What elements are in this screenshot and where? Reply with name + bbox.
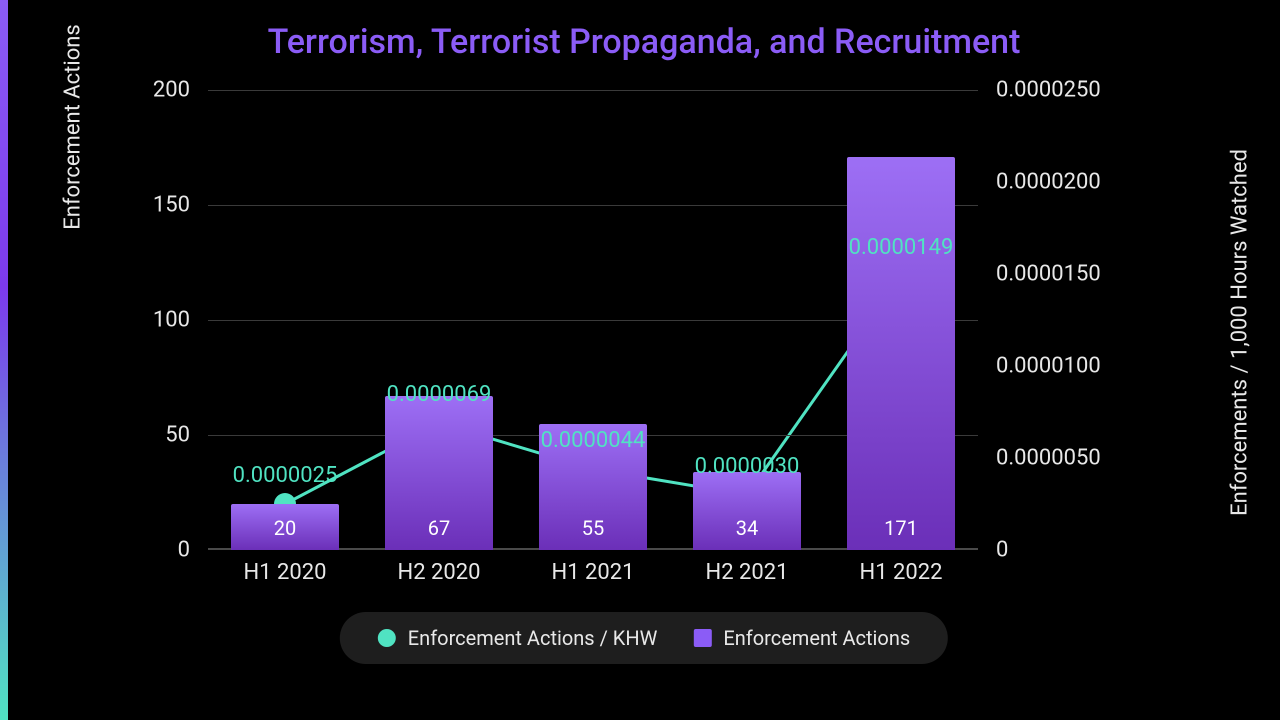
accent-bar [0,0,8,720]
x-tick-label: H1 2022 [831,560,971,585]
y1-tick-label: 50 [130,423,190,448]
line-value-label: 0.0000044 [541,428,646,453]
line-value-label: 0.0000025 [233,463,338,488]
chart-title: Terrorism, Terrorist Propaganda, and Rec… [8,22,1280,62]
y2-tick-label: 0.0000200 [996,170,1146,195]
y1-axis-title: Enforcement Actions [61,24,86,230]
y2-tick-label: 0.0000050 [996,446,1146,471]
legend-item-bar: Enforcement Actions [693,626,910,650]
bar-value-label: 55 [539,516,647,540]
legend-item-line: Enforcement Actions / KHW [378,626,658,650]
line-value-label: 0.0000030 [695,454,800,479]
chart-container: Terrorism, Terrorist Propaganda, and Rec… [8,0,1280,720]
legend-label: Enforcement Actions [723,626,910,650]
bar-value-label: 34 [693,516,801,540]
gridline [208,90,978,91]
legend: Enforcement Actions / KHW Enforcement Ac… [340,612,948,664]
x-tick-label: H1 2021 [523,560,663,585]
bar: 20 [231,504,339,550]
y2-tick-label: 0.0000100 [996,354,1146,379]
circle-icon [378,629,396,647]
bar: 171 [847,157,955,550]
y1-tick-label: 100 [130,308,190,333]
y1-tick-label: 0 [130,538,190,563]
y1-tick-label: 150 [130,193,190,218]
y2-tick-label: 0 [996,538,1146,563]
line-value-label: 0.0000149 [849,235,954,260]
bar: 34 [693,472,801,550]
y2-axis-title: Enforcements / 1,000 Hours Watched [1228,149,1253,516]
bar: 67 [385,396,493,550]
x-tick-label: H1 2020 [215,560,355,585]
bar-value-label: 67 [385,516,493,540]
plot-area: 05010015020000.00000500.00001000.0000150… [208,90,978,550]
y1-tick-label: 200 [130,78,190,103]
line-value-label: 0.0000069 [387,382,492,407]
bar-value-label: 20 [231,516,339,540]
square-icon [693,629,711,647]
y2-tick-label: 0.0000250 [996,78,1146,103]
bar-value-label: 171 [847,516,955,540]
y2-tick-label: 0.0000150 [996,262,1146,287]
legend-label: Enforcement Actions / KHW [408,626,658,650]
x-tick-label: H2 2020 [369,560,509,585]
x-tick-label: H2 2021 [677,560,817,585]
